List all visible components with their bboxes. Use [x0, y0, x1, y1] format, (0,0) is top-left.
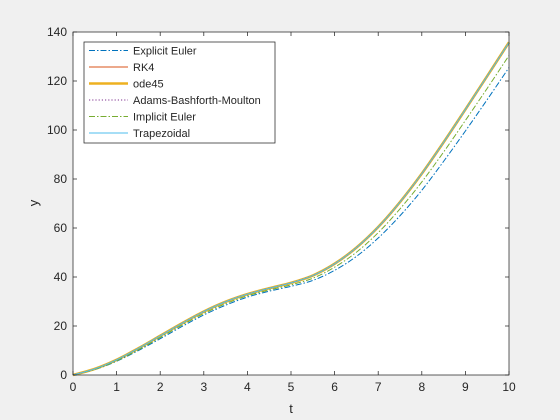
- y-tick-label: 0: [60, 368, 67, 382]
- x-tick-label: 1: [113, 380, 120, 394]
- y-tick-label: 60: [54, 221, 68, 235]
- x-tick-label: 2: [157, 380, 164, 394]
- legend-label-5: Trapezoidal: [133, 128, 190, 140]
- y-axis-label: y: [26, 199, 41, 206]
- x-tick-label: 7: [375, 380, 382, 394]
- x-tick-label: 5: [288, 380, 295, 394]
- legend-label-3: Adams-Bashforth-Moulton: [133, 95, 261, 107]
- y-tick-label: 100: [47, 123, 67, 137]
- y-tick-label: 80: [54, 172, 68, 186]
- x-axis-label: t: [289, 401, 293, 416]
- y-tick-label: 20: [54, 319, 68, 333]
- x-tick-label: 9: [462, 380, 469, 394]
- x-tick-label: 4: [244, 380, 251, 394]
- x-tick-label: 0: [70, 380, 77, 394]
- x-tick-label: 8: [418, 380, 425, 394]
- legend-label-1: RK4: [133, 62, 154, 74]
- legend: Explicit Euler RK4 ode45 Adams-Bashforth-Mo…: [84, 42, 275, 143]
- x-tick-label: 3: [200, 380, 207, 394]
- legend-label-0: Explicit Euler: [133, 46, 197, 58]
- x-tick-label: 6: [331, 380, 338, 394]
- legend-label-2: ode45: [133, 79, 164, 91]
- y-tick-label: 140: [47, 25, 67, 39]
- legend-label-4: Implicit Euler: [133, 112, 196, 124]
- x-tick-label: 10: [502, 380, 516, 394]
- y-tick-label: 120: [47, 74, 67, 88]
- y-tick-label: 40: [54, 270, 68, 284]
